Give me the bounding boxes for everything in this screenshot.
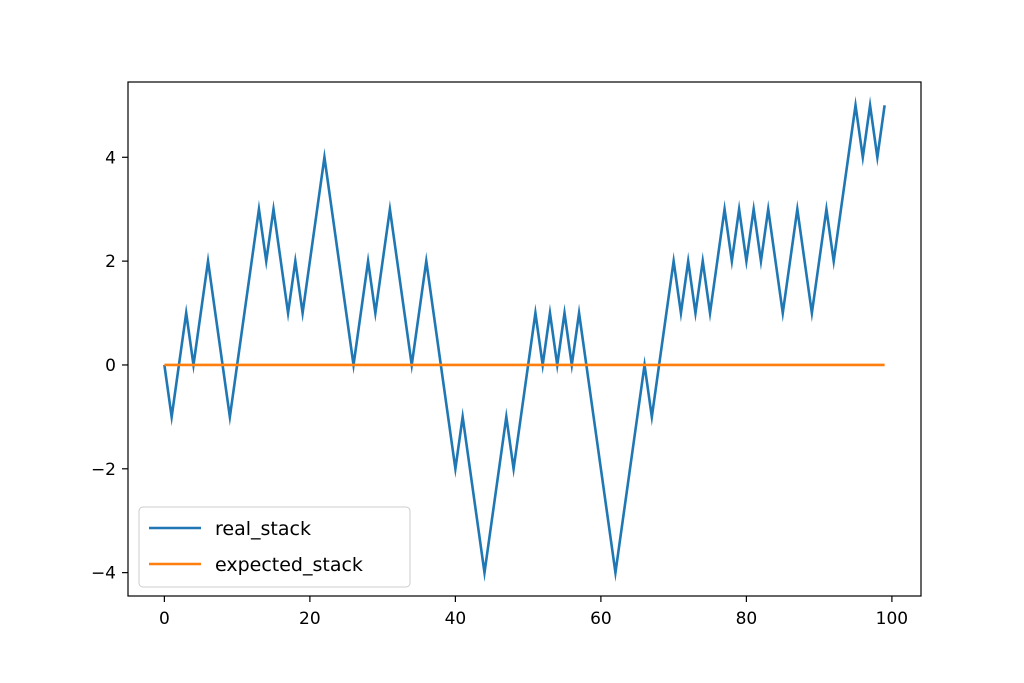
x-tick-label: 0 bbox=[159, 609, 170, 629]
series-line-real-stack bbox=[163, 95, 886, 583]
y-tick-label: −4 bbox=[91, 564, 116, 584]
y-tick-label: 2 bbox=[105, 252, 116, 272]
y-tick-label: −2 bbox=[91, 460, 116, 480]
series-layer bbox=[163, 95, 886, 583]
legend: real_stack expected_stack bbox=[138, 506, 411, 588]
y-axis: −4 −2 0 2 4 bbox=[91, 148, 128, 584]
y-tick-label: 4 bbox=[105, 148, 116, 168]
legend-box bbox=[138, 506, 411, 588]
x-tick-label: 20 bbox=[299, 609, 321, 629]
legend-label-real-stack: real_stack bbox=[215, 518, 311, 540]
plot-area-frame bbox=[127, 81, 922, 597]
x-tick-label: 100 bbox=[876, 609, 908, 629]
x-tick-label: 80 bbox=[736, 609, 758, 629]
y-tick-label: 0 bbox=[105, 356, 116, 376]
legend-label-expected-stack: expected_stack bbox=[215, 554, 363, 576]
x-axis: 0 20 40 60 80 100 bbox=[159, 596, 908, 629]
x-tick-label: 60 bbox=[590, 609, 612, 629]
x-tick-label: 40 bbox=[445, 609, 467, 629]
